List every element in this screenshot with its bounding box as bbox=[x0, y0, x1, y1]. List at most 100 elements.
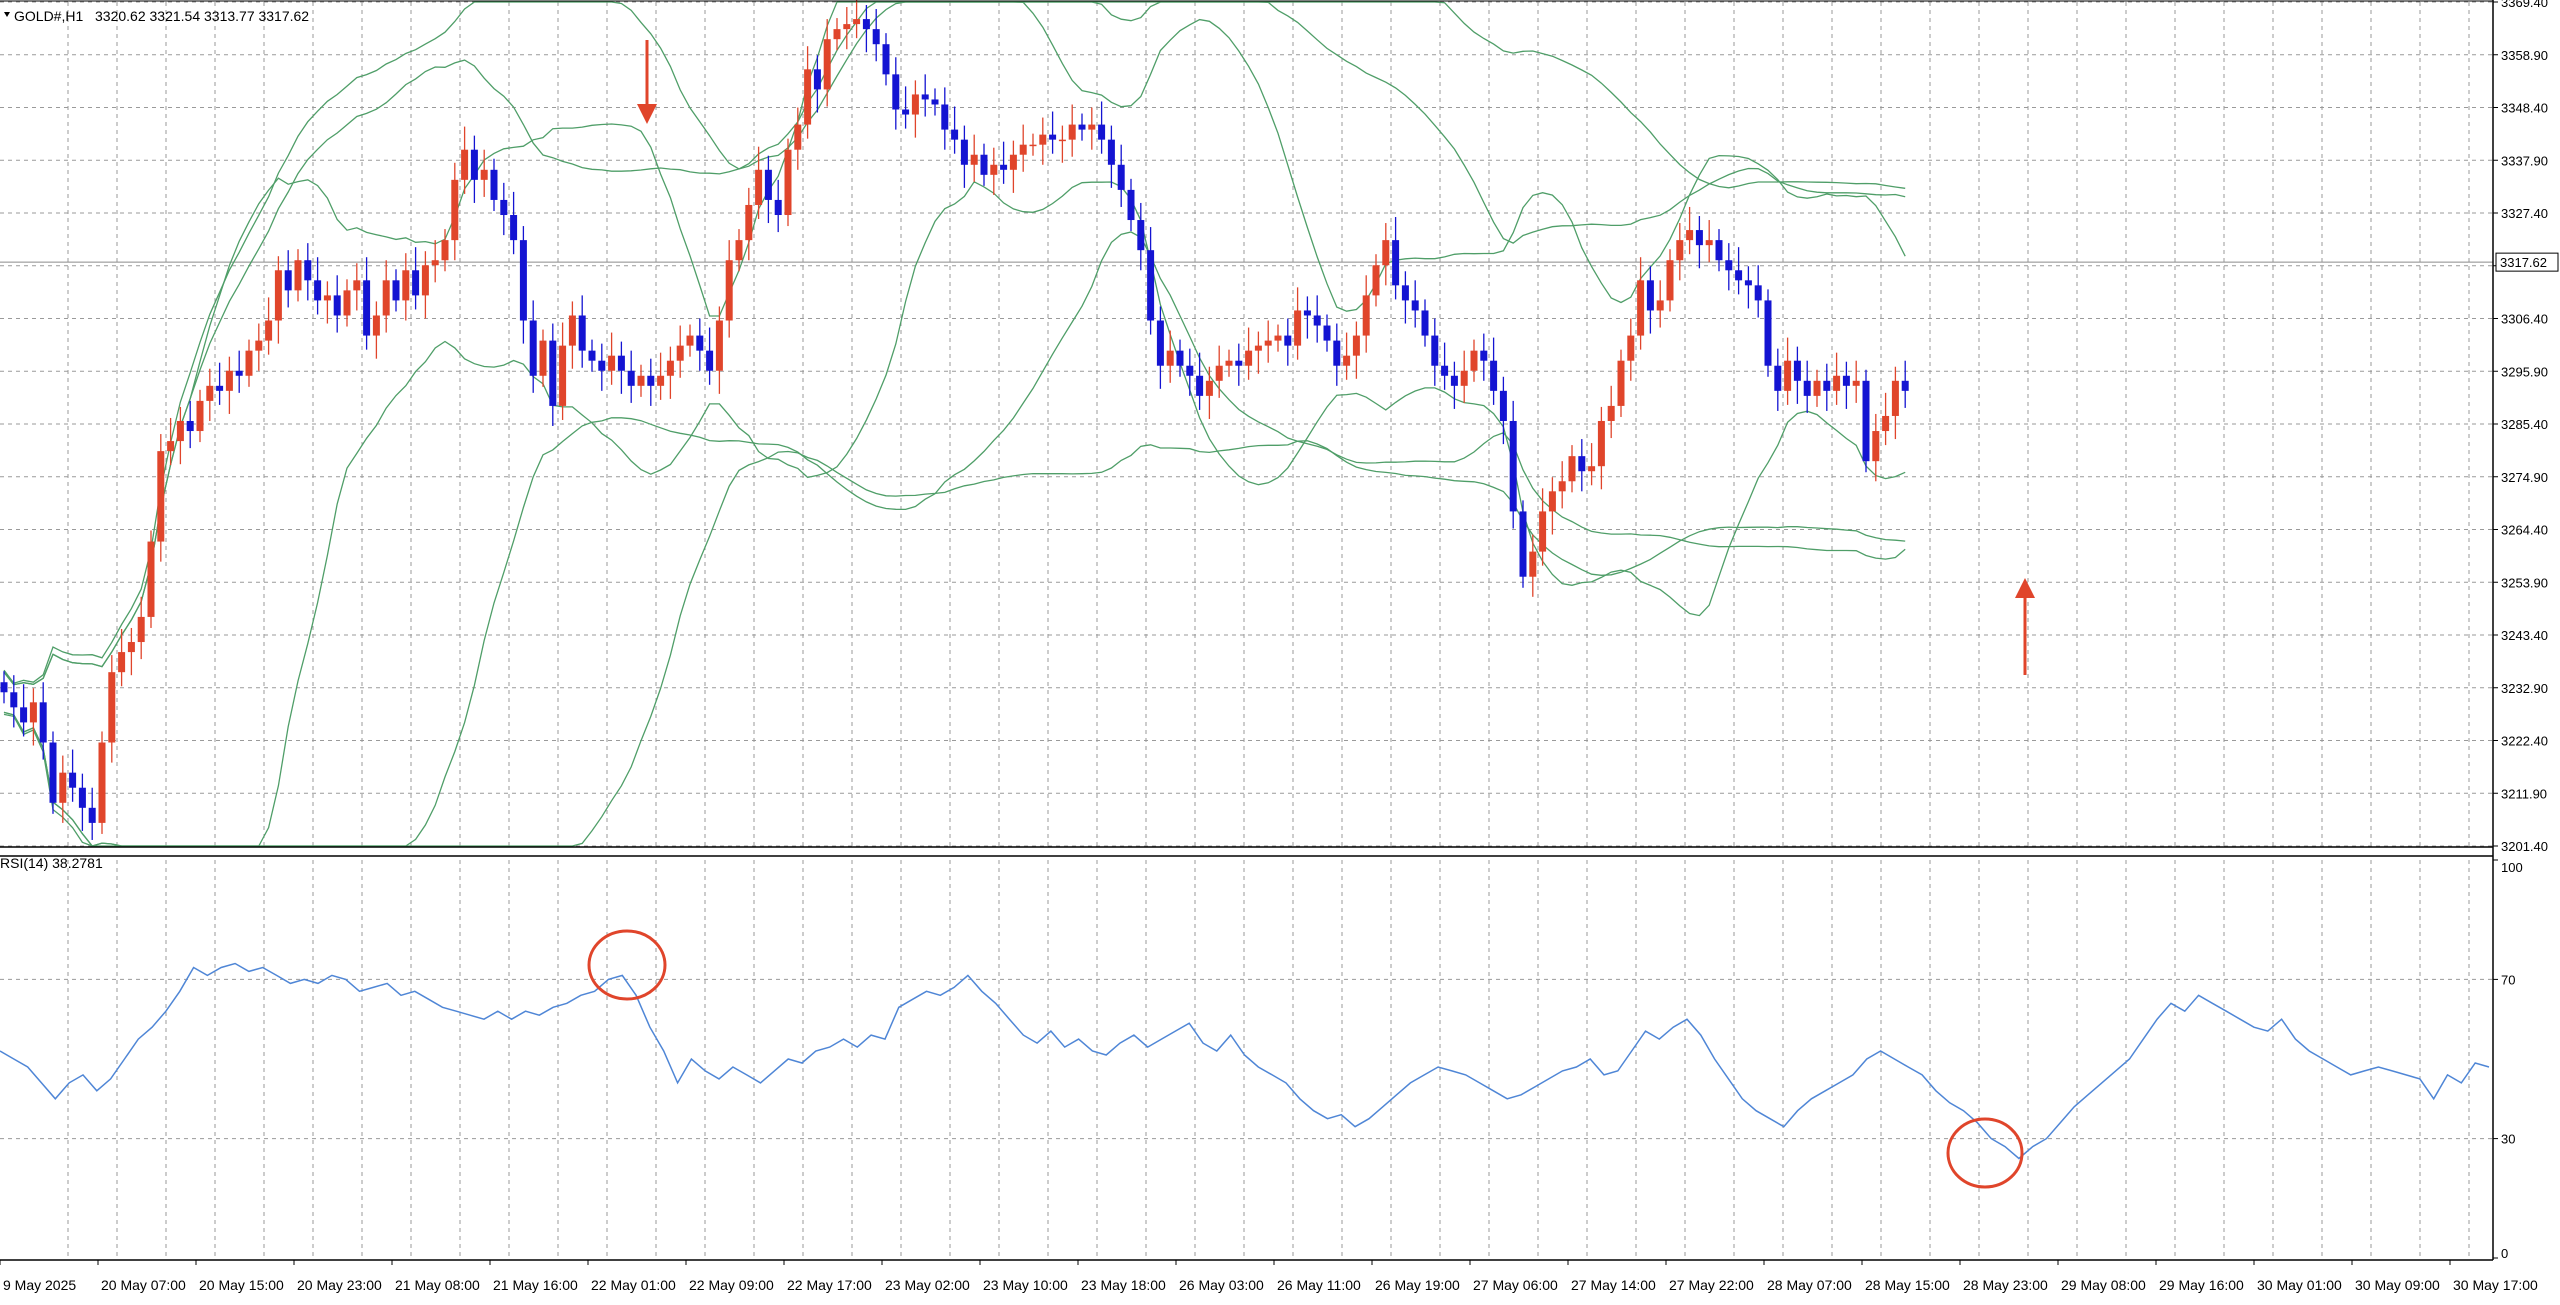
candle-bull bbox=[1019, 144, 1027, 155]
price-axis: 3369.403358.903348.403337.903327.403316.… bbox=[2493, 0, 2548, 854]
symbol-dropdown-icon[interactable] bbox=[4, 12, 10, 17]
candle-bull bbox=[108, 672, 116, 743]
time-tick-label: 27 May 06:00 bbox=[1473, 1277, 1558, 1293]
time-tick-label: 28 May 15:00 bbox=[1865, 1277, 1950, 1293]
candle-bull bbox=[1264, 340, 1272, 346]
bollinger-upper bbox=[3, 1, 1906, 684]
price-tick-label: 3274.90 bbox=[2501, 470, 2548, 485]
candle-bear bbox=[1431, 335, 1439, 366]
price-tick-label: 3348.40 bbox=[2501, 101, 2548, 116]
candle-bull bbox=[1588, 466, 1596, 472]
candle-bull bbox=[1539, 511, 1547, 552]
time-tick-label: 20 May 15:00 bbox=[199, 1277, 284, 1293]
candle-bull bbox=[127, 642, 135, 653]
candle-bull bbox=[823, 39, 831, 90]
candle-bear bbox=[1862, 380, 1870, 462]
candle-bull bbox=[1529, 551, 1537, 577]
candle-bull bbox=[59, 772, 67, 803]
candle-bear bbox=[304, 260, 312, 281]
candle-bear bbox=[980, 154, 988, 175]
rsi-trough-circle bbox=[1946, 1117, 2024, 1189]
candle-bull bbox=[294, 260, 302, 291]
candle-bull bbox=[1676, 240, 1684, 261]
candle-bull bbox=[1470, 350, 1478, 371]
time-tick-label: 23 May 18:00 bbox=[1081, 1277, 1166, 1293]
time-tick-label: 29 May 16:00 bbox=[2159, 1277, 2244, 1293]
candle-bear bbox=[20, 707, 28, 723]
candle-bull bbox=[245, 350, 253, 376]
candle-bear bbox=[951, 129, 959, 140]
candle-bull bbox=[137, 616, 145, 643]
candle-bear bbox=[588, 350, 596, 361]
bollinger-lower bbox=[3, 440, 1906, 847]
candle-bear bbox=[1117, 164, 1125, 190]
candle-bull bbox=[343, 290, 351, 316]
candle-bear bbox=[1078, 124, 1086, 130]
candle-bull bbox=[1058, 139, 1066, 142]
candle-bull bbox=[1627, 335, 1635, 361]
candle-bear bbox=[627, 370, 635, 386]
candle-bear bbox=[88, 807, 96, 823]
candle-bear bbox=[1774, 365, 1782, 391]
candle-bull bbox=[1666, 260, 1674, 301]
candle-bull bbox=[666, 360, 674, 376]
candle-bull bbox=[970, 154, 978, 165]
candle-bull bbox=[1833, 375, 1841, 391]
time-tick-label: 29 May 08:00 bbox=[2061, 1277, 2146, 1293]
candle-bear bbox=[1509, 420, 1517, 512]
candle-bear bbox=[598, 360, 606, 371]
candle-bear bbox=[1176, 350, 1184, 366]
time-tick-label: 20 May 23:00 bbox=[297, 1277, 382, 1293]
candle-bull bbox=[1009, 154, 1017, 170]
candle-bull bbox=[568, 315, 576, 346]
candle-bull bbox=[29, 702, 37, 723]
time-tick-label: 30 May 01:00 bbox=[2257, 1277, 2342, 1293]
candle-bear bbox=[333, 295, 341, 316]
candle-bull bbox=[118, 652, 126, 673]
candle-bear bbox=[1421, 310, 1429, 336]
rsi-peak-circle bbox=[587, 929, 667, 1001]
candle-bull bbox=[843, 24, 851, 30]
time-tick-label: 22 May 17:00 bbox=[787, 1277, 872, 1293]
candle-bull bbox=[382, 280, 390, 316]
candle-bull bbox=[206, 385, 214, 401]
candle-bear bbox=[78, 787, 86, 808]
time-tick-label: 23 May 10:00 bbox=[983, 1277, 1068, 1293]
price-tick-label: 3295.90 bbox=[2501, 364, 2548, 379]
rsi-line bbox=[0, 962, 2490, 1160]
candlestick-series bbox=[0, 0, 1909, 840]
candle-bear bbox=[1186, 365, 1194, 376]
candle-bull bbox=[1068, 124, 1076, 140]
candle-bear bbox=[882, 44, 890, 75]
time-tick-label: 26 May 03:00 bbox=[1179, 1277, 1264, 1293]
candle-bull bbox=[461, 149, 469, 180]
candle-bull bbox=[1891, 380, 1899, 416]
rsi-readout: RSI(14) 38.2781 bbox=[0, 855, 103, 871]
candle-bull bbox=[853, 19, 861, 25]
candle-bull bbox=[274, 270, 282, 321]
candle-bear bbox=[1450, 375, 1458, 386]
candle-bear bbox=[1519, 511, 1527, 577]
chart-frame bbox=[0, 0, 2494, 1261]
candle-bear bbox=[813, 69, 821, 90]
candle-bull bbox=[1705, 240, 1713, 246]
candle-bull bbox=[480, 169, 488, 180]
candle-bull bbox=[539, 340, 547, 376]
rsi-axis: 100 70 30 0 bbox=[2493, 859, 2523, 1261]
candle-bear bbox=[1901, 380, 1909, 391]
time-tick-label: 20 May 07:00 bbox=[101, 1277, 186, 1293]
price-tick-label: 3264.40 bbox=[2501, 523, 2548, 538]
candle-bull bbox=[1568, 456, 1576, 482]
candle-bull bbox=[147, 541, 155, 617]
candle-bull bbox=[735, 240, 743, 261]
candle-bull bbox=[1558, 481, 1566, 492]
symbol-label: GOLD#,H1 bbox=[14, 8, 83, 24]
candle-bear bbox=[0, 682, 8, 693]
candle-bull bbox=[431, 260, 439, 266]
candle-bear bbox=[774, 199, 782, 216]
candle-bull bbox=[1166, 350, 1174, 366]
candle-bull bbox=[1088, 124, 1096, 130]
price-tick-label: 3306.40 bbox=[2501, 312, 2548, 327]
